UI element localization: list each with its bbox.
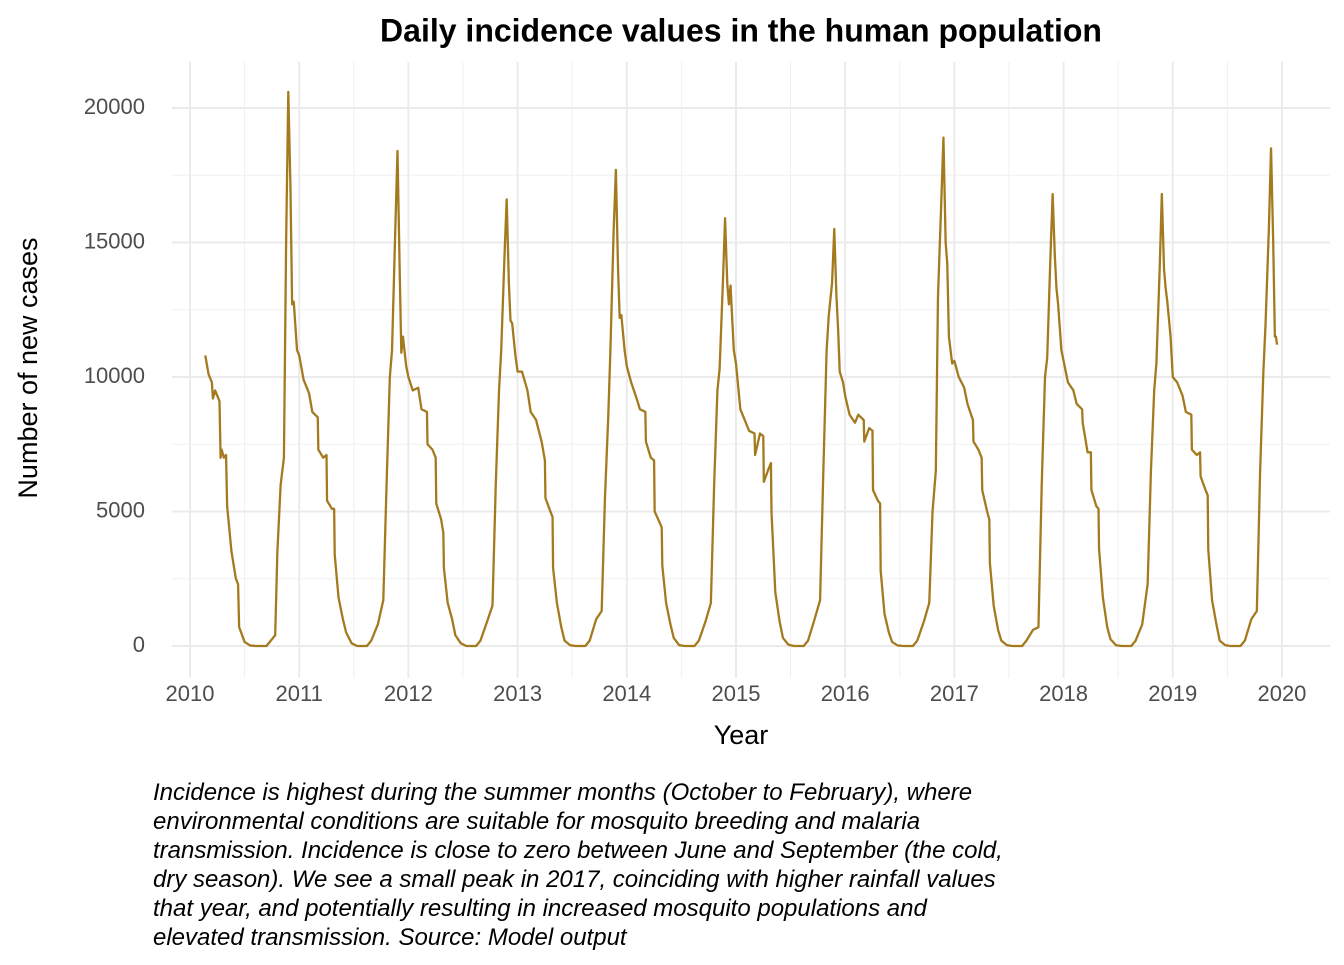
caption-line: environmental conditions are suitable fo… (153, 808, 920, 835)
y-tick-label: 0 (133, 632, 145, 657)
caption-line: dry season). We see a small peak in 2017… (153, 866, 996, 893)
x-axis-label: Year (714, 720, 769, 750)
x-tick-label: 2014 (602, 681, 651, 706)
y-tick-label: 15000 (84, 228, 145, 253)
x-tick-label: 2017 (930, 681, 979, 706)
x-tick-label: 2010 (166, 681, 215, 706)
y-tick-label: 10000 (84, 363, 145, 388)
caption-line: Incidence is highest during the summer m… (153, 779, 972, 806)
x-tick-label: 2015 (712, 681, 761, 706)
caption-line: that year, and potentially resulting in … (153, 895, 927, 922)
y-tick-label: 5000 (96, 497, 145, 522)
x-tick-label: 2011 (276, 681, 323, 706)
y-tick-label: 20000 (84, 94, 145, 119)
y-axis-label: Number of new cases (13, 237, 43, 498)
x-tick-label: 2013 (493, 681, 542, 706)
x-tick-label: 2019 (1148, 681, 1197, 706)
x-tick-label: 2012 (384, 681, 433, 706)
chart-title: Daily incidence values in the human popu… (380, 12, 1102, 48)
caption-line: transmission. Incidence is close to zero… (153, 837, 1003, 864)
series-line (204, 90, 1279, 648)
x-tick-label: 2020 (1257, 681, 1306, 706)
x-tick-label: 2018 (1039, 681, 1088, 706)
caption-line: elevated transmission. Source: Model out… (153, 924, 628, 951)
x-tick-label: 2016 (821, 681, 870, 706)
